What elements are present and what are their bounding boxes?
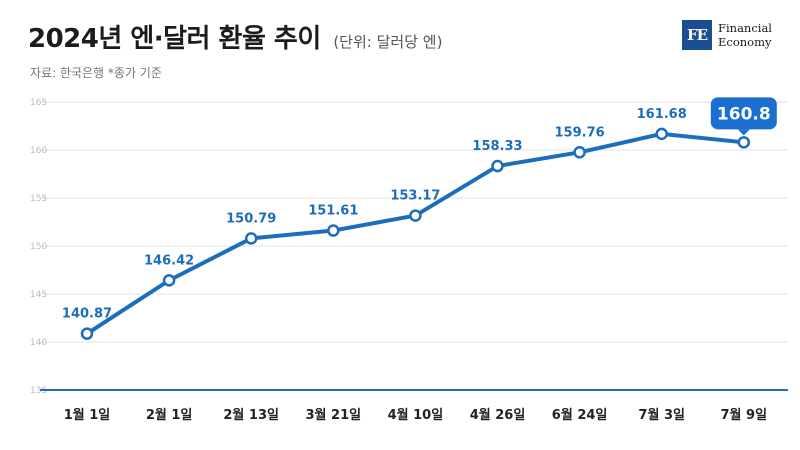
y-tick-label: 140	[30, 338, 47, 348]
data-point	[573, 146, 586, 159]
x-tick-label: 3월 21일	[306, 407, 362, 423]
series-line	[85, 131, 746, 336]
brand-logo: FE Financial Economy	[682, 20, 772, 50]
data-label: 160.8	[717, 104, 771, 124]
y-tick-label: 165	[30, 98, 47, 108]
x-tick-label: 1월 1일	[64, 407, 111, 423]
x-tick-label: 4월 26일	[470, 407, 526, 423]
logo-line-2: Economy	[718, 35, 772, 49]
data-label: 158.33	[472, 139, 522, 154]
y-tick-label: 155	[30, 194, 47, 204]
data-point	[162, 274, 176, 287]
data-label: 151.61	[308, 204, 358, 219]
y-tick-label: 135	[30, 386, 47, 396]
y-tick-label: 145	[30, 290, 47, 300]
data-label: 153.17	[390, 189, 440, 204]
data-point	[491, 159, 504, 173]
x-tick-label: 6월 24일	[552, 407, 608, 423]
data-label: 159.76	[555, 125, 605, 140]
chart-title: 2024년 엔·달러 환율 추이 (단위: 달러당 엔)	[28, 18, 442, 55]
x-tick-label: 4월 10일	[388, 407, 444, 423]
y-tick-label: 150	[30, 242, 47, 252]
x-tick-label: 2월 13일	[223, 407, 279, 423]
data-point	[737, 136, 751, 149]
data-point	[409, 209, 422, 222]
data-label: 150.79	[226, 211, 276, 226]
logo-text: Financial Economy	[718, 21, 772, 49]
title-text: 2024년 엔·달러 환율 추이	[28, 24, 321, 54]
unit-label: (단위: 달러당 엔)	[333, 33, 443, 51]
data-point	[655, 127, 668, 141]
data-label: 146.42	[144, 253, 194, 268]
x-tick-label: 7월 3일	[638, 407, 685, 423]
highlight-label-bg	[710, 97, 777, 130]
logo-line-1: Financial	[718, 21, 772, 35]
data-point	[80, 327, 94, 340]
data-label: 140.87	[62, 307, 112, 322]
y-tick-label: 160	[30, 146, 47, 156]
source-note: 자료: 한국은행 *종가 기준	[30, 66, 162, 80]
x-tick-label: 2월 1일	[146, 407, 193, 423]
data-point	[327, 224, 340, 237]
data-point	[244, 232, 258, 245]
data-label: 161.68	[637, 107, 687, 122]
x-tick-label: 7월 9일	[721, 407, 768, 423]
logo-mark-icon: FE	[682, 20, 712, 50]
highlight-label-pointer	[737, 129, 750, 136]
